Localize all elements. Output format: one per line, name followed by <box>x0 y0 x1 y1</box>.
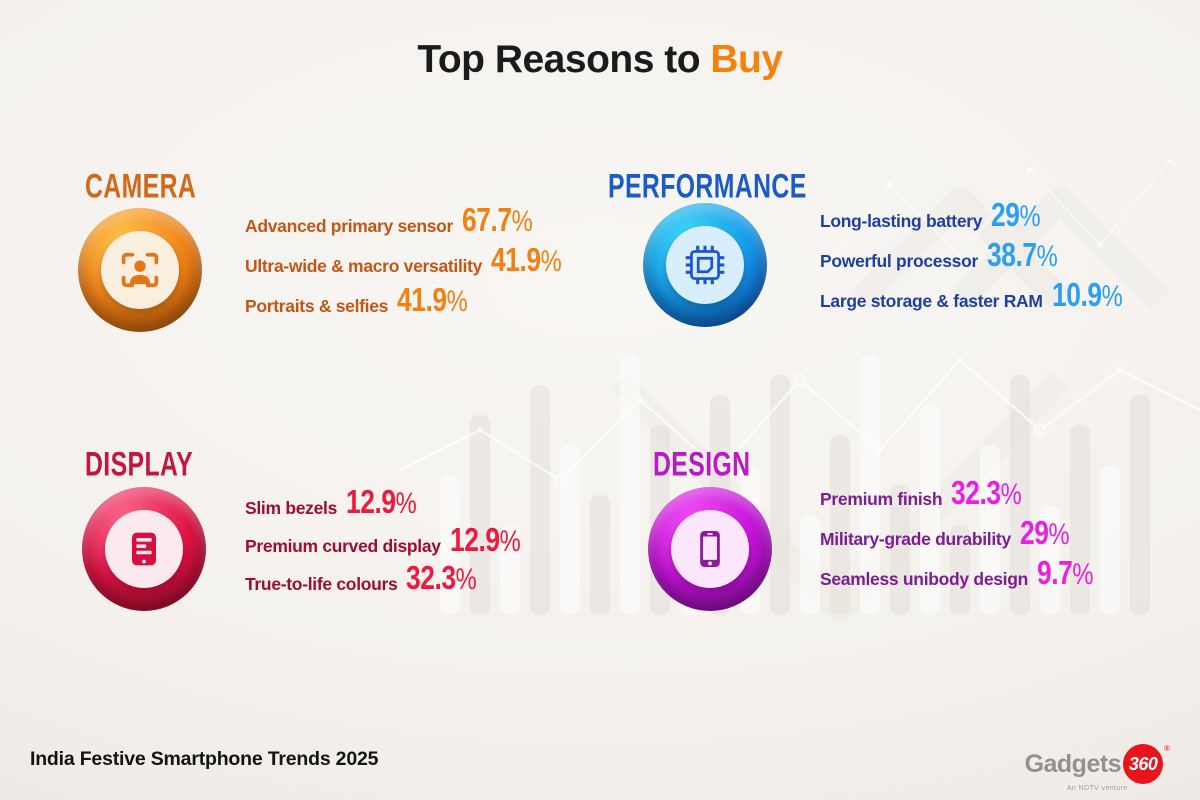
logo-brand-text: Gadgets <box>1024 749 1122 778</box>
display-stats-list: Slim bezels 12.9% Premium curved display… <box>245 485 530 602</box>
design-sphere <box>648 487 772 611</box>
registered-mark: ® <box>1164 744 1170 753</box>
stat-value-number: 10.9 <box>1051 277 1102 314</box>
tablet-display-icon <box>105 510 183 588</box>
stat-value-unit: % <box>1072 557 1094 591</box>
stat-value-unit: % <box>511 204 533 238</box>
stat-label: Powerful processor <box>820 251 978 271</box>
page-title: Top Reasons to Buy <box>0 38 1200 82</box>
stat-value-unit: % <box>1048 517 1070 551</box>
stat-value-unit: % <box>1019 199 1041 233</box>
stat-label: Premium curved display <box>245 536 441 556</box>
stat-value: 32.3% <box>406 561 477 598</box>
stat-value: 32.3% <box>951 476 1022 513</box>
stat-value-number: 29 <box>1019 515 1049 552</box>
stat-value: 38.7% <box>987 238 1058 275</box>
stat-value: 29% <box>1020 516 1070 553</box>
source-note: India Festive Smartphone Trends 2025 <box>30 748 379 770</box>
performance-stats-list: Long-lasting battery 29% Powerful proces… <box>820 198 1132 321</box>
stat-row: Powerful processor 38.7% <box>820 238 1132 281</box>
chip-icon <box>666 226 744 304</box>
stat-value-number: 38.7 <box>986 237 1037 274</box>
title-text: Top Reasons to <box>417 38 711 81</box>
stat-row: Premium curved display 12.9% <box>245 523 530 564</box>
stat-row: Advanced primary sensor 67.7% <box>245 203 571 246</box>
stat-value-number: 12.9 <box>449 522 500 559</box>
section-display-heading: DISPLAY <box>85 444 194 484</box>
stat-row: Military-grade durability 29% <box>820 516 1101 559</box>
stat-value: 67.7% <box>462 203 533 240</box>
stat-value-unit: % <box>499 524 521 558</box>
stat-value-number: 12.9 <box>346 484 396 521</box>
stat-row: Premium finish 32.3% <box>820 476 1101 519</box>
stat-value: 12.9% <box>346 485 417 522</box>
stat-row: Slim bezels 12.9% <box>245 485 530 526</box>
stat-value-number: 67.7 <box>462 202 512 239</box>
stat-value: 12.9% <box>450 523 521 560</box>
smartphone-icon <box>671 510 749 588</box>
stat-value-number: 29 <box>991 197 1020 234</box>
logo-360-badge: 360 <box>1123 744 1164 784</box>
section-performance-heading: PERFORMANCE <box>608 166 807 206</box>
stat-label: Seamless unibody design <box>820 569 1029 589</box>
section-camera-heading: CAMERA <box>85 166 197 206</box>
stat-value-number: 32.3 <box>406 560 457 597</box>
stat-value-number: 32.3 <box>951 475 1001 512</box>
stat-row: Ultra-wide & macro versatility 41.9% <box>245 243 571 286</box>
stat-value: 10.9% <box>1052 278 1123 315</box>
title-highlight: Buy <box>710 38 783 81</box>
performance-sphere <box>643 203 767 327</box>
logo-row: Gadgets 360 ® <box>1025 744 1170 784</box>
stat-value-unit: % <box>395 486 417 520</box>
stat-value: 29% <box>991 198 1041 235</box>
stat-value-unit: % <box>446 284 468 318</box>
stat-label: Long-lasting battery <box>820 211 983 231</box>
stat-value: 41.9% <box>397 283 468 320</box>
stat-value-unit: % <box>1000 477 1022 511</box>
stat-value: 9.7% <box>1037 556 1094 593</box>
stat-value-number: 9.7 <box>1037 555 1073 592</box>
portrait-focus-icon <box>101 231 179 309</box>
logo-badge-text: 360 <box>1128 753 1158 774</box>
stat-value-unit: % <box>540 244 562 278</box>
stat-label: True-to-life colours <box>245 574 398 594</box>
stat-label: Slim bezels <box>245 498 338 518</box>
stat-label: Ultra-wide & macro versatility <box>245 256 483 276</box>
stat-row: True-to-life colours 32.3% <box>245 561 530 602</box>
stat-label: Military-grade durability <box>820 529 1011 549</box>
stat-value-unit: % <box>1036 239 1058 273</box>
design-stats-list: Premium finish 32.3% Military-grade dura… <box>820 476 1101 599</box>
camera-sphere <box>78 208 202 332</box>
stat-value: 41.9% <box>491 243 562 280</box>
stat-row: Seamless unibody design 9.7% <box>820 556 1101 599</box>
stat-label: Portraits & selfies <box>245 296 389 316</box>
stat-label: Advanced primary sensor <box>245 216 454 236</box>
gadgets360-logo: Gadgets 360 ® An NDTV venture <box>1025 744 1170 792</box>
camera-stats-list: Advanced primary sensor 67.7% Ultra-wide… <box>245 203 571 326</box>
display-sphere <box>82 487 206 611</box>
logo-tagline: An NDTV venture <box>1066 785 1128 792</box>
stat-value-unit: % <box>456 562 478 596</box>
stat-label: Large storage & faster RAM <box>820 291 1043 311</box>
stat-value-unit: % <box>1101 279 1123 313</box>
stat-row: Long-lasting battery 29% <box>820 198 1132 241</box>
stat-value-number: 41.9 <box>397 282 447 319</box>
stat-row: Portraits & selfies 41.9% <box>245 283 571 326</box>
stat-row: Large storage & faster RAM 10.9% <box>820 278 1132 321</box>
stat-value-number: 41.9 <box>491 242 541 279</box>
stat-label: Premium finish <box>820 489 943 509</box>
section-design-heading: DESIGN <box>653 444 751 484</box>
